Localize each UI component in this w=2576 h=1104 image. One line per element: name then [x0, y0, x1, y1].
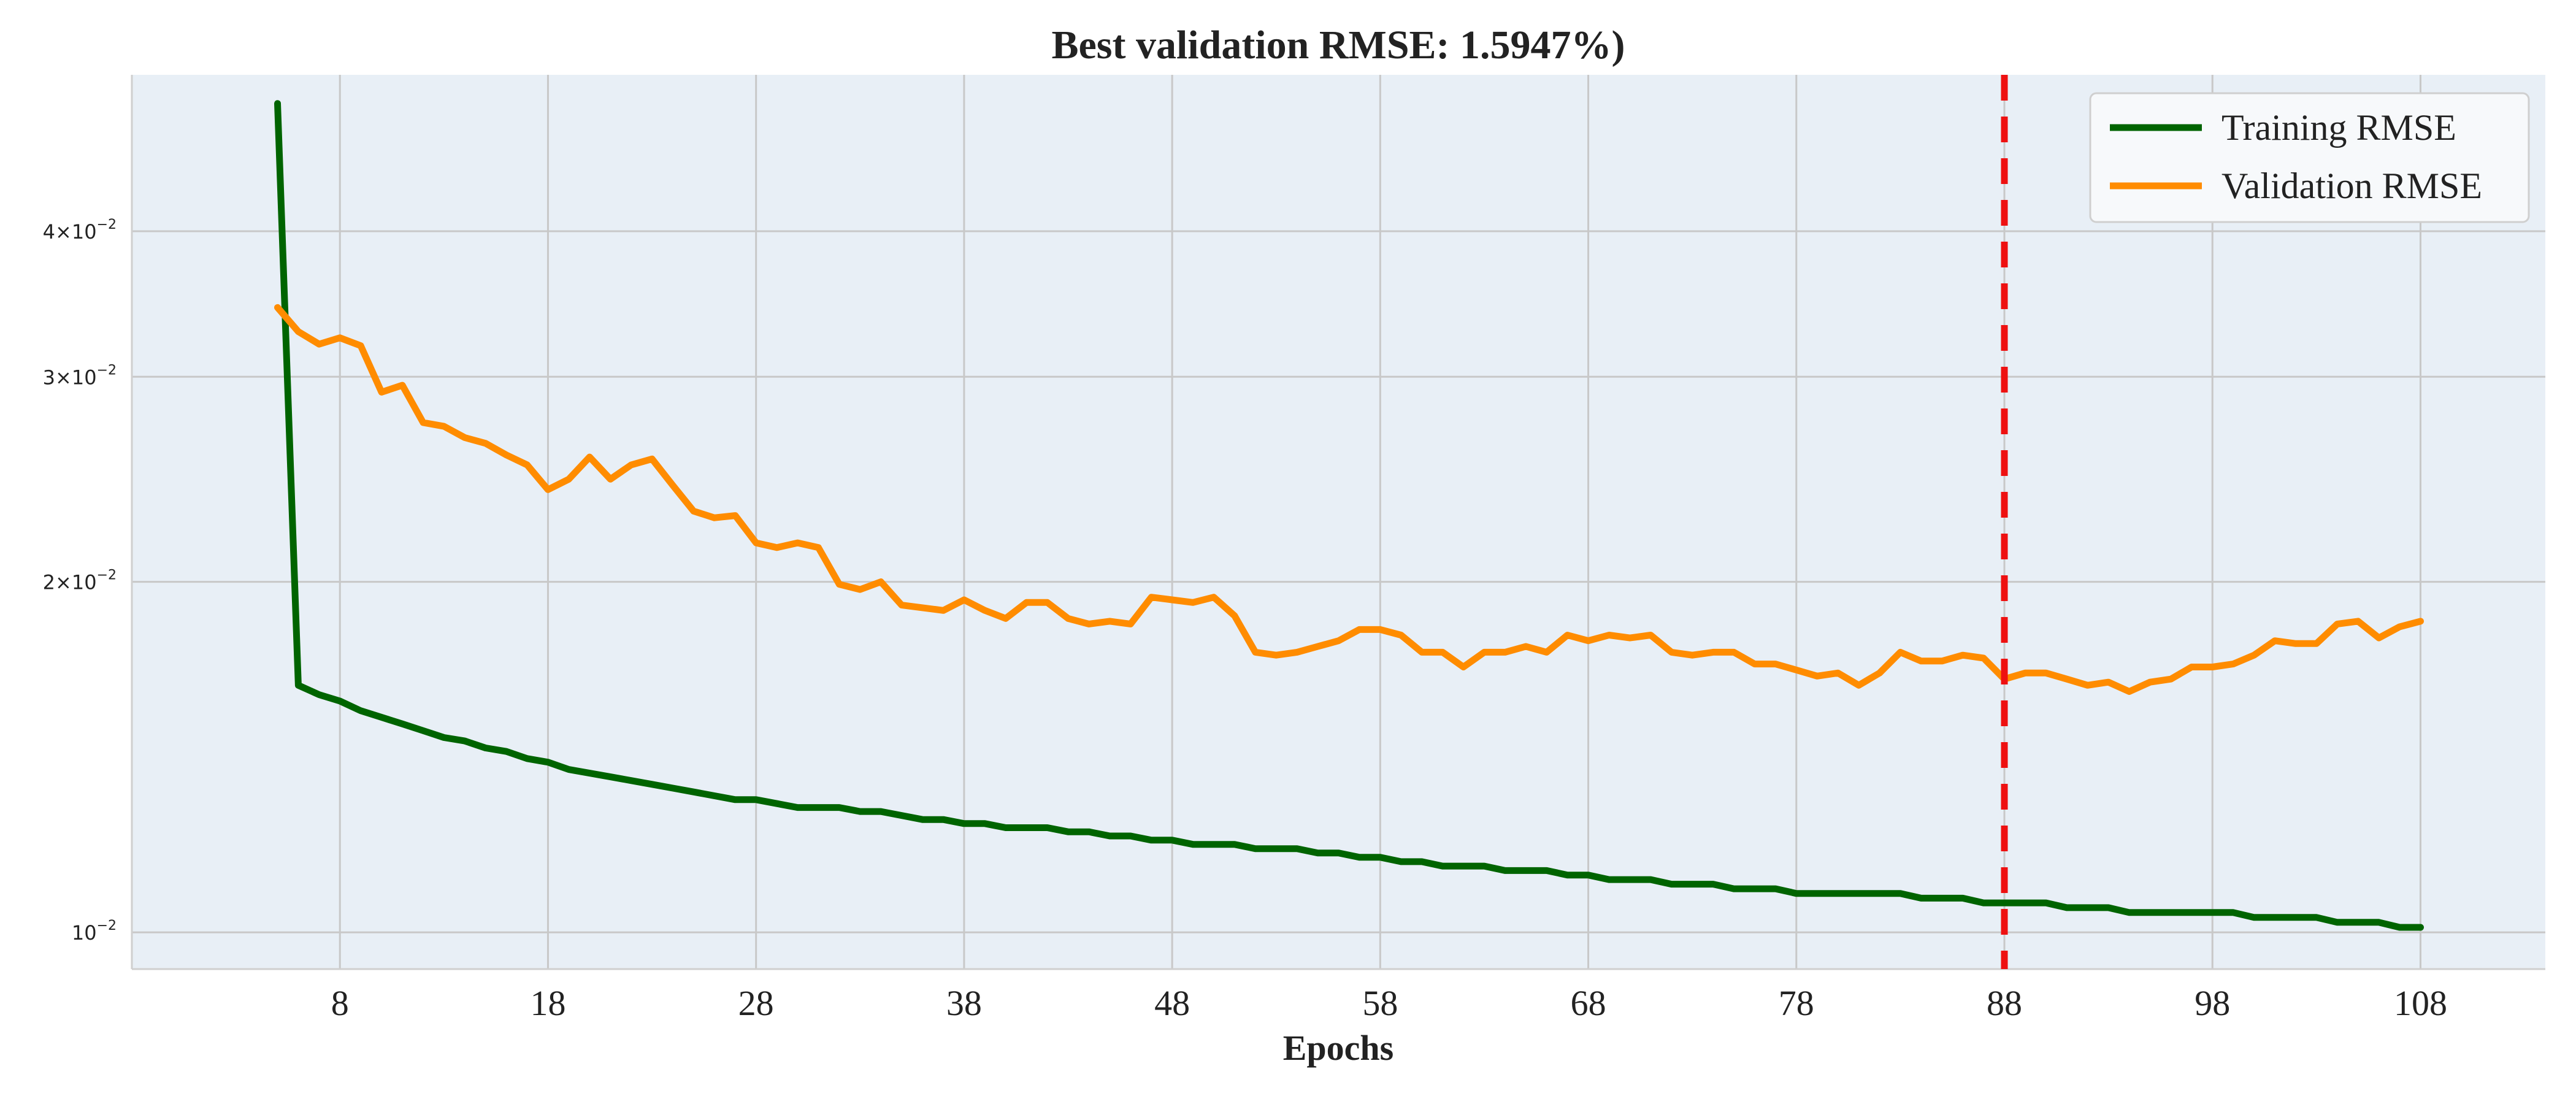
chart-title: Best validation RMSE: 1.5947%) [1051, 23, 1625, 67]
x-tick-label: 58 [1362, 983, 1398, 1023]
series-lines [274, 100, 2424, 931]
y-tick-label: 10−2 [72, 918, 117, 945]
y-tick-label: 2×10−2 [43, 568, 117, 594]
x-tick-label: 88 [1987, 983, 2022, 1023]
x-tick-labels: 8 18 28 38 48 58 68 78 88 98 108 [331, 983, 2447, 1023]
x-tick-label: 108 [2394, 983, 2447, 1023]
legend-label-validation: Validation RMSE [2221, 166, 2482, 206]
plot-area [132, 75, 2545, 969]
x-tick-label: 28 [738, 983, 774, 1023]
x-tick-label: 48 [1154, 983, 1190, 1023]
y-tick-label: 4×10−2 [43, 217, 117, 243]
y-gridlines [132, 230, 2545, 933]
x-tick-label: 68 [1571, 983, 1606, 1023]
legend: Training RMSE Validation RMSE [2089, 92, 2530, 223]
x-tick-label: 8 [331, 983, 349, 1023]
legend-label-training: Training RMSE [2221, 107, 2456, 148]
y-tick-labels: 4×10−2 3×10−2 2×10−2 10−2 [43, 217, 117, 945]
y-tick-label: 3×10−2 [43, 362, 117, 389]
series-line-training [274, 100, 2424, 931]
x-tick-label: 18 [530, 983, 565, 1023]
x-tick-label: 98 [2195, 983, 2230, 1023]
x-tick-label: 78 [1779, 983, 1814, 1023]
x-tick-label: 38 [946, 983, 982, 1023]
series-line-validation [274, 304, 2424, 695]
x-axis-label: Epochs [1283, 1028, 1394, 1068]
